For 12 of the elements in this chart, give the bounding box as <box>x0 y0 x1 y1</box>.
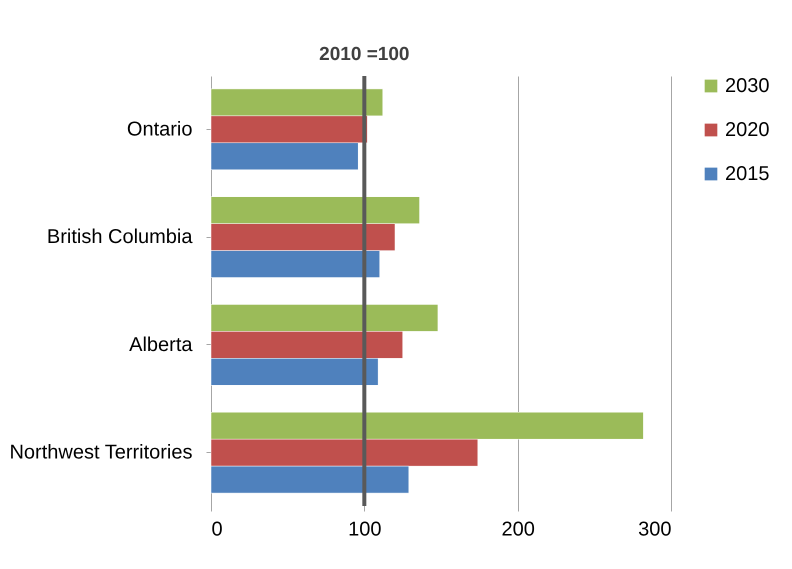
x-tick-label: 0 <box>212 518 223 540</box>
legend-label: 2020 <box>725 119 770 141</box>
legend-label: 2015 <box>725 163 770 185</box>
ref-line-label: 2010 =100 <box>319 44 410 65</box>
legend-label: 2030 <box>725 75 770 97</box>
y-tick-label: Ontario <box>126 118 192 140</box>
y-tick-label: Alberta <box>129 334 194 356</box>
y-tick-label: British Columbia <box>46 226 194 248</box>
x-tick-label: 100 <box>348 518 382 540</box>
x-tick-label: 300 <box>638 518 672 540</box>
y-tick-label: Northwest Territories <box>9 442 192 464</box>
x-tick-label: 200 <box>501 518 535 540</box>
